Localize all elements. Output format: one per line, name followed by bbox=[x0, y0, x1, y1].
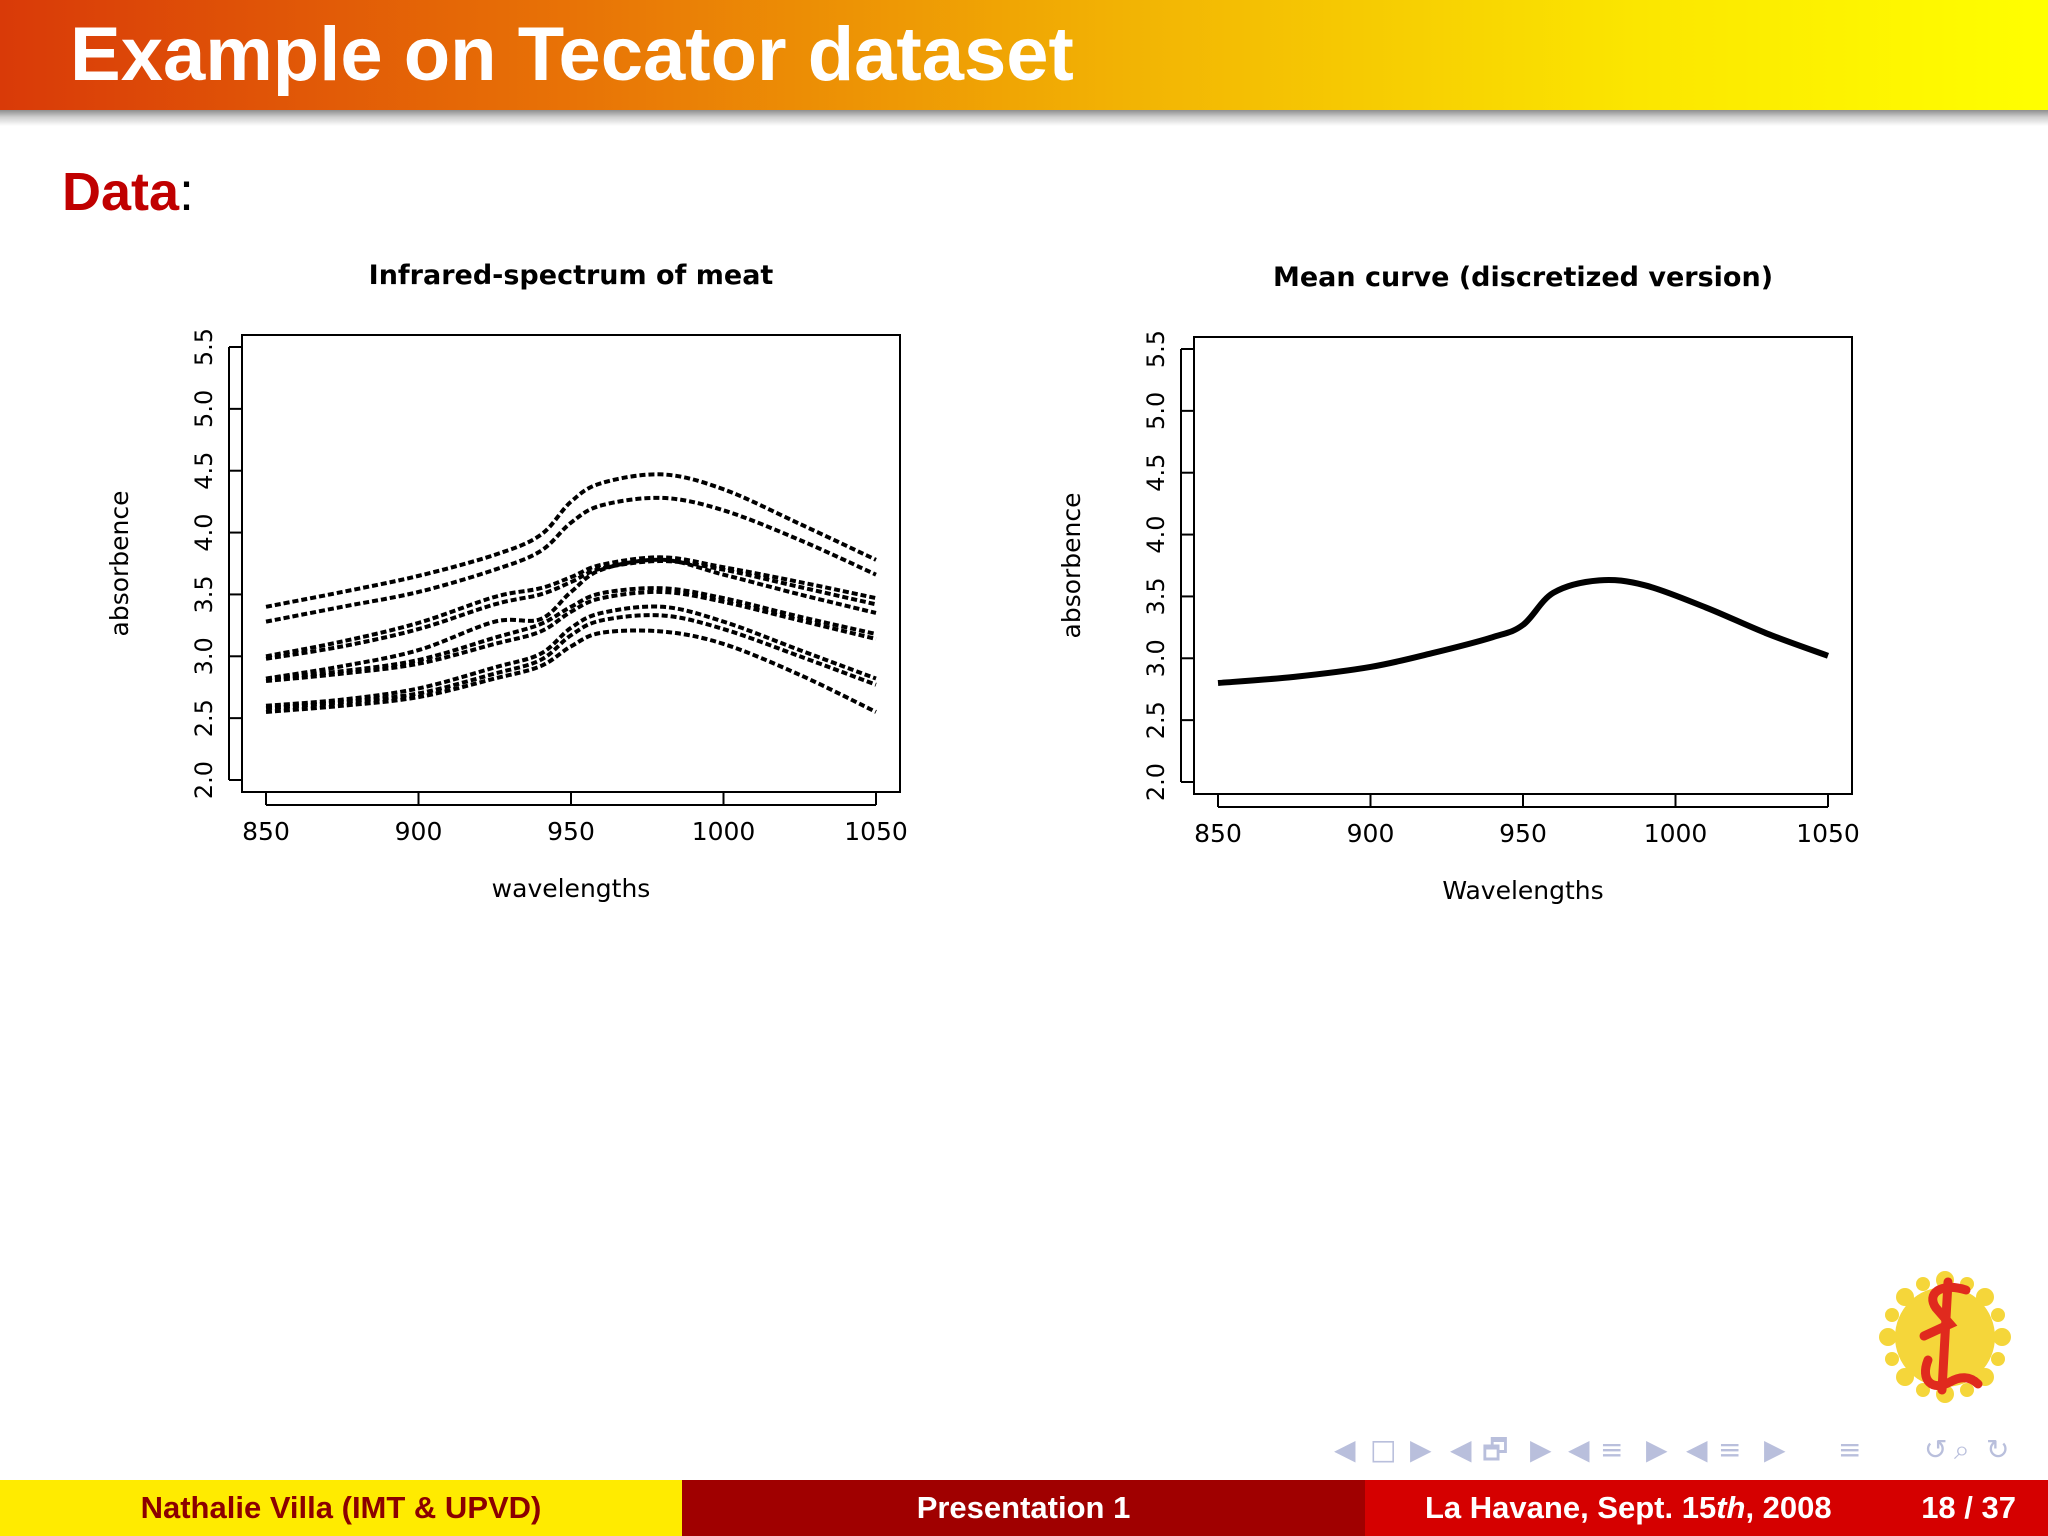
series-line-9 bbox=[265, 613, 877, 711]
university-logo-icon bbox=[1870, 1262, 2020, 1417]
nav-prev-slide-icon[interactable]: ◀ bbox=[1450, 1433, 1472, 1466]
y-tick-label: 2.0 bbox=[1142, 763, 1170, 801]
nav-search-icon[interactable]: ⌕ bbox=[1954, 1433, 1970, 1466]
footer-venue-suffix: th bbox=[1716, 1490, 1746, 1525]
x-tick-label: 850 bbox=[242, 817, 290, 846]
y-tick-label: 3.5 bbox=[190, 575, 218, 613]
y-tick-label: 5.0 bbox=[1142, 392, 1170, 430]
footer-page-number: 18 / 37 bbox=[1921, 1490, 2016, 1525]
x-axis-label: wavelengths bbox=[492, 874, 651, 903]
plot-frame bbox=[241, 334, 901, 793]
x-tick-label: 1000 bbox=[1644, 819, 1708, 848]
nav-next-subsection-icon[interactable]: ▶ bbox=[1646, 1433, 1668, 1466]
footer-venue: La Havane, Sept. 15th, 2008 bbox=[1425, 1480, 1832, 1536]
nav-next-section-icon[interactable]: ▶ bbox=[1764, 1433, 1786, 1466]
series-line-7 bbox=[265, 589, 877, 684]
x-tick-label: 850 bbox=[1194, 819, 1242, 848]
plot-frame bbox=[1193, 336, 1853, 795]
series-line-6 bbox=[265, 586, 877, 681]
nav-prev-subsection-icon[interactable]: ◀ bbox=[1568, 1433, 1590, 1466]
y-tick-label: 3.5 bbox=[1142, 577, 1170, 615]
x-tick-label: 900 bbox=[1347, 819, 1395, 848]
x-tick-label: 950 bbox=[1499, 819, 1547, 848]
title-bar: Example on Tecator dataset bbox=[0, 0, 2048, 110]
nav-prev-frame-icon[interactable]: ◀ bbox=[1334, 1433, 1356, 1466]
x-axis-label: Wavelengths bbox=[1442, 876, 1603, 905]
x-tick-label: 1050 bbox=[1796, 819, 1860, 848]
nav-next-frame-icon[interactable]: ▶ bbox=[1410, 1433, 1432, 1466]
nav-back-icon[interactable]: ↺ bbox=[1924, 1433, 1948, 1466]
nav-section-icon[interactable]: ≡ bbox=[1718, 1433, 1742, 1466]
footer-bar: Nathalie Villa (IMT & UPVD) Presentation… bbox=[0, 1480, 2048, 1536]
series-line-4 bbox=[265, 559, 877, 661]
y-tick-label: 4.5 bbox=[190, 452, 218, 490]
y-tick-label: 5.5 bbox=[190, 328, 218, 366]
nav-forward-icon[interactable]: ↻ bbox=[1986, 1433, 2010, 1466]
x-tick-label: 1000 bbox=[692, 817, 756, 846]
x-tick-label: 900 bbox=[395, 817, 443, 846]
y-tick-label: 2.5 bbox=[1142, 701, 1170, 739]
slide-title: Example on Tecator dataset bbox=[70, 12, 1074, 97]
y-tick-label: 3.0 bbox=[190, 637, 218, 675]
x-tick-label: 950 bbox=[547, 817, 595, 846]
y-tick-label: 4.0 bbox=[1142, 515, 1170, 553]
series-line-1 bbox=[1217, 576, 1830, 687]
y-axis-label: absorbence bbox=[105, 490, 134, 636]
y-tick-label: 3.0 bbox=[1142, 639, 1170, 677]
nav-next-slide-icon[interactable]: ▶ bbox=[1530, 1433, 1552, 1466]
data-heading-keyword: Data bbox=[62, 162, 180, 222]
nav-slide-icon[interactable]: 🗗 bbox=[1482, 1433, 1509, 1466]
chart-title: Infrared-spectrum of meat bbox=[369, 260, 774, 291]
x-tick-label: 1050 bbox=[844, 817, 908, 846]
footer-venue-prefix: La Havane, Sept. 15 bbox=[1425, 1490, 1717, 1525]
nav-subsection-icon[interactable]: ≡ bbox=[1600, 1433, 1624, 1466]
footer-author: Nathalie Villa (IMT & UPVD) bbox=[0, 1480, 682, 1536]
mean-curve-chart: Mean curve (discretized version) 850 900 95… bbox=[1057, 262, 1860, 905]
chart-title: Mean curve (discretized version) bbox=[1273, 262, 1773, 293]
series-line-5 bbox=[265, 557, 877, 681]
y-tick-label: 5.0 bbox=[190, 390, 218, 428]
footer-venue-year: , 2008 bbox=[1745, 1490, 1832, 1525]
y-tick-label: 4.0 bbox=[190, 513, 218, 551]
footer-venue-and-page: La Havane, Sept. 15th, 2008 18 / 37 bbox=[1365, 1480, 2048, 1536]
series-line-2 bbox=[265, 495, 877, 624]
title-bar-shadow bbox=[0, 110, 2048, 126]
footer-presentation-title: Presentation 1 bbox=[682, 1480, 1365, 1536]
series-line-1 bbox=[265, 472, 877, 609]
nav-document-icon[interactable]: ≡ bbox=[1838, 1433, 1862, 1466]
infrared-spectrum-chart: Infrared-spectrum of meat 850 900 950 1000 10… bbox=[105, 260, 908, 903]
slide-navigation: ◀ □ ▶ ◀ 🗗 ▶ ◀ ≡ ▶ ◀ ≡ ▶ ≡ ↺ ⌕ ↻ bbox=[1330, 1430, 2030, 1470]
series-line-8 bbox=[265, 604, 877, 708]
nav-prev-section-icon[interactable]: ◀ bbox=[1686, 1433, 1708, 1466]
nav-frame-icon[interactable]: □ bbox=[1370, 1433, 1397, 1466]
y-tick-label: 5.5 bbox=[1142, 330, 1170, 368]
series-line-10 bbox=[265, 628, 877, 714]
data-heading-colon: : bbox=[179, 162, 195, 222]
y-axis-label: absorbence bbox=[1057, 492, 1086, 638]
y-tick-label: 4.5 bbox=[1142, 454, 1170, 492]
data-heading: Data: bbox=[62, 160, 194, 224]
y-tick-label: 2.5 bbox=[190, 699, 218, 737]
y-tick-label: 2.0 bbox=[190, 761, 218, 799]
series-line-3 bbox=[265, 555, 877, 659]
